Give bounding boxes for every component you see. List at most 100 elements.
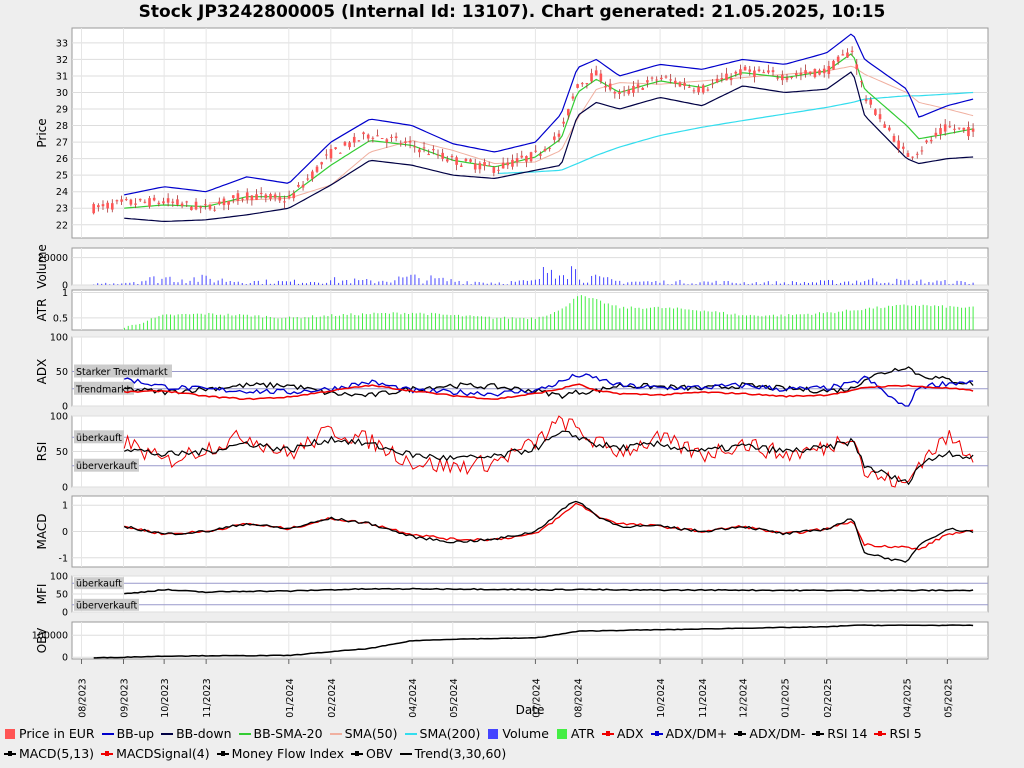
candle-body [101, 204, 105, 207]
mfi-ylabel: MFI [35, 584, 49, 605]
legend-swatch [812, 728, 825, 740]
candle-body [622, 90, 626, 92]
candle-body [850, 50, 854, 52]
candle-body [162, 201, 165, 204]
legend-label: Price in EUR [19, 726, 95, 741]
obv-tick-label: 0 [62, 653, 68, 664]
stock-chart: 22 23 24 25 26 27 28 29 30 31 32 33 Price 0 20000Volum… [32, 27, 989, 718]
legend-label: ADX [616, 726, 644, 741]
price-tick-label: 29 [56, 105, 68, 116]
candle-body [478, 163, 482, 170]
legend-label: SMA(200) [419, 726, 481, 741]
candle-body [362, 132, 365, 135]
candle-body [841, 54, 845, 56]
candle-body [190, 206, 193, 211]
legend-label: RSI 14 [827, 726, 868, 741]
candle-body [883, 124, 886, 128]
legend-label: Volume [502, 726, 549, 741]
price-tick-label: 23 [56, 204, 68, 215]
candle-body [678, 82, 682, 87]
candle-body [776, 77, 779, 79]
candle-body [269, 194, 272, 199]
macd-ylabel: MACD [35, 514, 49, 550]
candle-body [427, 154, 430, 156]
candle-body [418, 149, 421, 153]
candle-body [785, 77, 789, 80]
candle-body [915, 153, 919, 155]
candle-body [878, 114, 882, 120]
price-tick-label: 30 [56, 88, 68, 99]
candle-body [943, 124, 947, 132]
candle-body [539, 154, 542, 156]
legend-item: MACDSignal(4) [101, 744, 210, 764]
legend-swatch [487, 728, 499, 740]
candle-body [459, 165, 463, 167]
candle-body [576, 84, 579, 88]
legend-item: RSI 14 [812, 724, 867, 744]
candle-body [236, 193, 240, 201]
mfi-line [124, 587, 974, 595]
candle-body [892, 135, 896, 142]
candle-body [566, 109, 570, 116]
candle-body [748, 69, 752, 72]
candle-body [594, 70, 598, 76]
candle-body [357, 140, 361, 142]
candle-body [464, 158, 468, 161]
candle-body [525, 156, 528, 162]
adx-band-bg [74, 381, 134, 395]
candle-body [762, 72, 766, 74]
candle-body [441, 152, 444, 159]
legend-label: ATR [570, 726, 595, 741]
x-tick-label: 02/2025 [823, 678, 834, 717]
candle-body [604, 86, 607, 88]
candle-body [729, 78, 733, 81]
candle-body [497, 169, 500, 171]
adx-dm-minus-line [124, 366, 974, 400]
adx-tick-label: 100 [50, 333, 68, 344]
rsi5-line [123, 415, 974, 488]
candle-body [222, 198, 226, 206]
candle-body [385, 139, 389, 143]
candle-body [855, 64, 859, 70]
candle-body [846, 52, 849, 58]
candle-body [860, 81, 863, 83]
x-tick-label: 02/2024 [327, 678, 338, 717]
legend-label: Trend(3,30,60) [414, 746, 507, 761]
legend-swatch [404, 728, 417, 740]
candle-body [157, 202, 161, 204]
legend-swatch [4, 748, 16, 760]
candle-body [432, 149, 435, 151]
legend-item: ATR [556, 724, 595, 744]
x-tick-label: 05/2025 [943, 678, 954, 717]
rsi-tick-label: 100 [50, 412, 68, 423]
legend-swatch [101, 728, 114, 740]
candle-body [227, 201, 230, 205]
legend-item: ADX/DM+ [650, 724, 727, 744]
candle-body [725, 73, 728, 81]
candle-body [757, 69, 761, 72]
rsi-ylabel: RSI [35, 442, 49, 462]
rsi-tick-label: 0 [62, 483, 68, 494]
candle-body [413, 146, 417, 148]
atr-ylabel: ATR [35, 299, 49, 322]
price-tick-label: 33 [56, 38, 68, 49]
candle-body [562, 121, 565, 124]
candle-body [739, 69, 742, 76]
candle-body [906, 153, 910, 158]
candle-body [483, 162, 486, 167]
mfi-band-label: überverkauft [76, 600, 138, 611]
candle-body [548, 147, 551, 149]
candle-body [813, 69, 817, 78]
candle-body [297, 184, 300, 187]
candle-body [213, 209, 216, 211]
mfi-band-label: überkauft [76, 579, 122, 590]
legend-item: BB-SMA-20 [238, 724, 323, 744]
candle-body [832, 60, 835, 70]
legend-item: ADX [601, 724, 644, 744]
candle-body [790, 76, 793, 78]
candle-body [348, 142, 351, 148]
legend-item: Money Flow Index [216, 744, 344, 764]
candle-body [646, 80, 649, 83]
legend-item: RSI 5 [874, 724, 922, 744]
candle-body [753, 70, 756, 77]
